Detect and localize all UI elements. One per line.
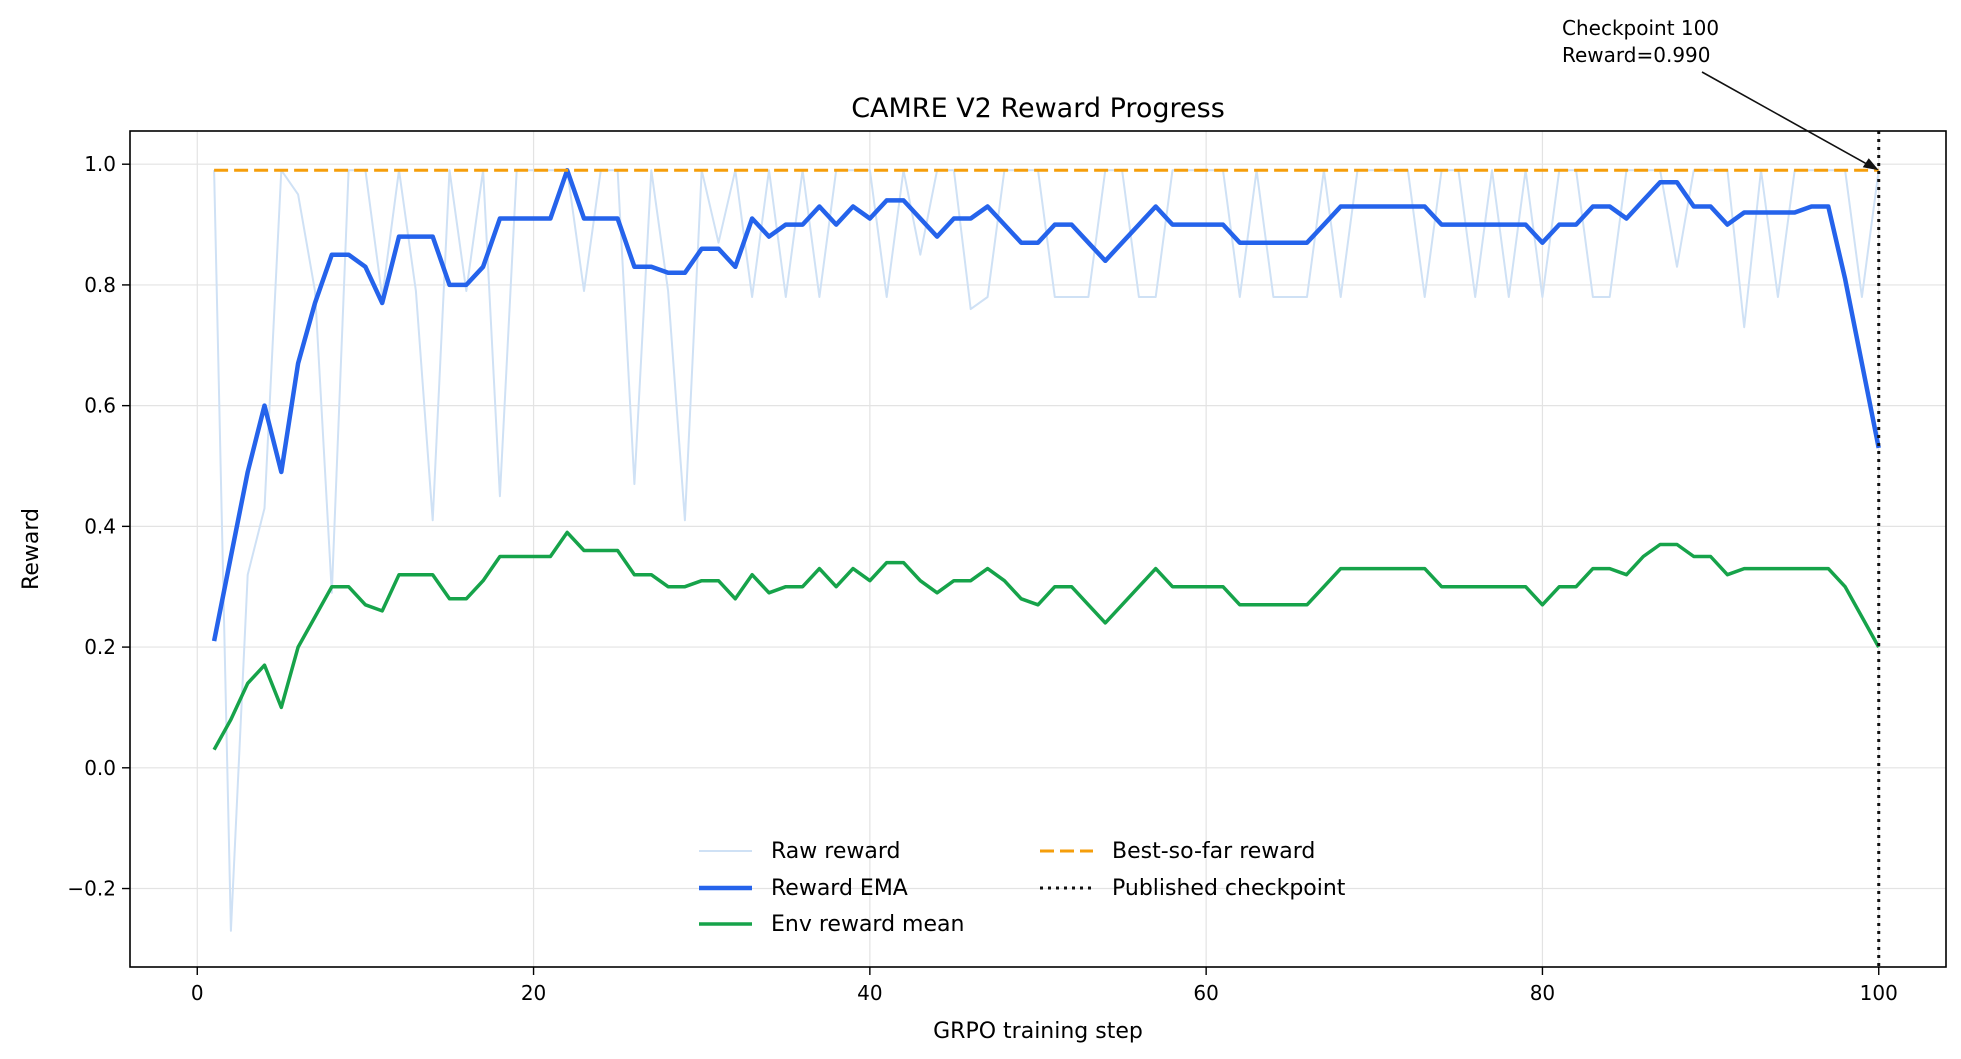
y-tick-label: 0.4 [84,514,116,538]
env-reward-mean-line [212,530,1881,751]
chart-title: CAMRE V2 Reward Progress [851,93,1225,124]
legend: Raw reward Reward EMA Env reward mean Best-… [699,839,1346,937]
legend-reward-ema-label: Reward EMA [771,876,908,901]
annotation-reward-text: Reward=0.990 [1562,43,1711,67]
x-tick-label: 100 [1860,981,1898,1005]
x-tick-label: 0 [191,981,204,1005]
ticks: 0 20 40 60 80 100 −0.2 0.0 0.2 0.4 0.6 0.8 1.0 [67,152,1897,1005]
y-tick-label: 0.2 [84,635,116,659]
legend-published-checkpoint-label: Published checkpoint [1112,876,1346,901]
x-tick-label: 80 [1530,981,1555,1005]
y-tick-label: 0.6 [84,394,116,418]
x-tick-label: 40 [857,981,882,1005]
legend-raw-reward-label: Raw reward [771,839,900,864]
x-tick-label: 20 [521,981,546,1005]
annotation-checkpoint-text: Checkpoint 100 [1562,16,1719,40]
checkpoint-annotation: Checkpoint 100 Reward=0.990 [1562,16,1879,171]
y-tick-label: −0.2 [67,877,116,901]
y-axis-label: Reward [19,508,44,590]
series-layer [211,131,1881,967]
x-tick-label: 60 [1193,981,1218,1005]
y-tick-label: 1.0 [84,152,116,176]
axes-frame [129,130,1947,968]
legend-best-so-far-reward-label: Best-so-far reward [1112,839,1315,864]
x-axis-label: GRPO training step [933,1019,1143,1044]
annotation-arrow-head [1862,158,1879,171]
y-tick-label: 0.0 [84,756,116,780]
reward-ema-line [211,167,1881,642]
y-tick-label: 0.8 [84,273,116,297]
annotation-arrow-line [1701,71,1872,167]
legend-env-reward-mean-label: Env reward mean [771,912,964,937]
